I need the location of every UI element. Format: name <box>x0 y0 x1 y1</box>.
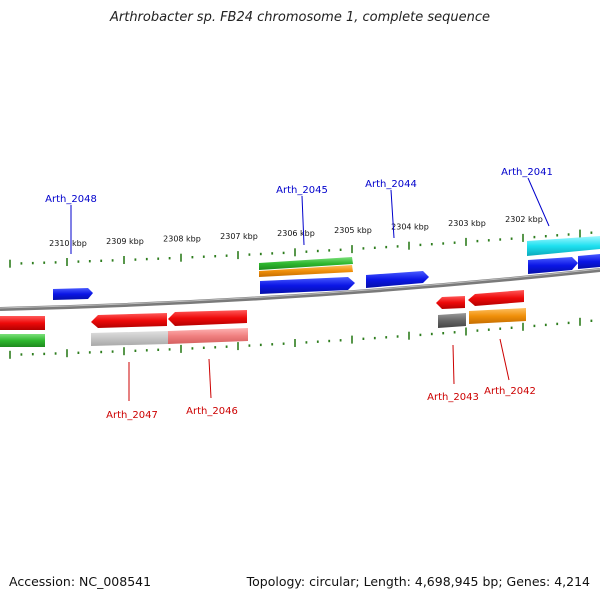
scale-label: 2304 kbp <box>391 223 429 232</box>
label-leader-line <box>390 189 395 239</box>
cds-feature[interactable] <box>528 257 578 274</box>
cds-feature[interactable] <box>53 288 93 300</box>
label-leader-line <box>301 195 305 246</box>
gene-feature[interactable] <box>438 313 466 328</box>
cds-feature[interactable] <box>91 313 167 328</box>
gene-feature[interactable] <box>91 331 168 346</box>
scale-ticks-upper <box>9 229 593 268</box>
label-leader-line <box>208 358 212 399</box>
scale-label: 2305 kbp <box>334 226 372 235</box>
gene-label-arth-2042[interactable]: Arth_2042 <box>484 386 536 397</box>
cds-feature[interactable] <box>436 296 465 309</box>
gene-label-arth-2048[interactable]: Arth_2048 <box>45 194 97 205</box>
cds-feature[interactable] <box>468 290 524 306</box>
gene-feature[interactable] <box>259 265 353 277</box>
cds-feature[interactable] <box>260 277 355 294</box>
scale-label: 2302 kbp <box>505 215 543 224</box>
gene-label-arth-2043[interactable]: Arth_2043 <box>427 392 479 403</box>
cds-feature[interactable] <box>0 316 45 330</box>
scale-label: 2303 kbp <box>448 219 486 228</box>
gene-label-arth-2041[interactable]: Arth_2041 <box>501 167 553 178</box>
label-leader-line <box>527 177 550 227</box>
chromosome-backbone-highlight <box>0 268 600 309</box>
gene-feature[interactable] <box>469 308 526 324</box>
gene-label-arth-2044[interactable]: Arth_2044 <box>365 179 417 190</box>
cds-feature[interactable] <box>366 271 429 288</box>
scale-labels: 2310 kbp 2309 kbp 2308 kbp 2307 kbp 2306 kbp… <box>49 215 543 248</box>
scale-ticks-lower <box>9 317 593 359</box>
map-title: Arthrobacter sp. FB24 chromosome 1, comp… <box>109 10 491 25</box>
gene-feature[interactable] <box>259 257 353 270</box>
chromosome-backbone <box>0 268 600 311</box>
gene-feature[interactable] <box>0 334 45 347</box>
accession-text: Accession: NC_008541 <box>9 574 152 589</box>
cds-feature[interactable] <box>578 254 600 269</box>
sequence-info-text: Topology: circular; Length: 4,698,945 bp… <box>246 574 590 589</box>
gene-feature[interactable] <box>527 236 600 256</box>
gene-label-arth-2047[interactable]: Arth_2047 <box>106 410 158 421</box>
gene-feature[interactable] <box>168 328 248 344</box>
gene-label-arth-2045[interactable]: Arth_2045 <box>276 185 328 196</box>
gene-label-arth-2046[interactable]: Arth_2046 <box>186 406 238 417</box>
label-leader-line <box>499 338 510 381</box>
scale-label: 2307 kbp <box>220 232 258 241</box>
label-leader-line <box>452 344 455 385</box>
scale-label: 2310 kbp <box>49 239 87 248</box>
scale-label: 2306 kbp <box>277 229 315 238</box>
scale-label: 2309 kbp <box>106 237 144 246</box>
scale-label: 2308 kbp <box>163 235 201 244</box>
cds-feature[interactable] <box>168 310 247 326</box>
